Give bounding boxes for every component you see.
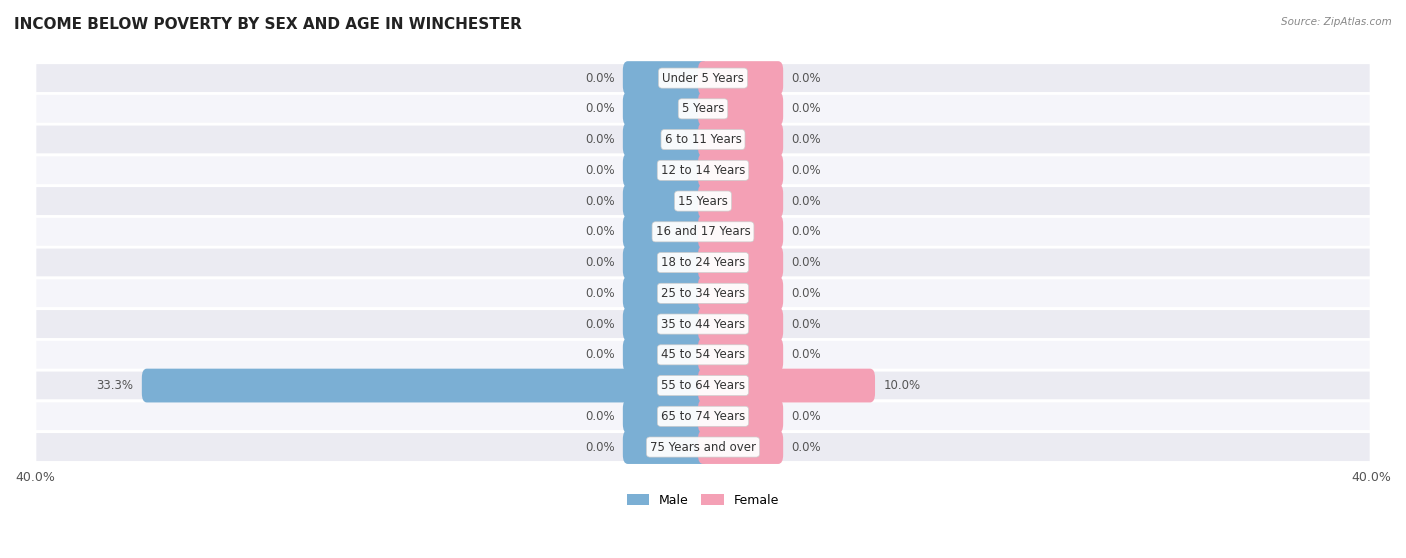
Text: 15 Years: 15 Years — [678, 195, 728, 208]
FancyBboxPatch shape — [35, 401, 1371, 432]
Text: 0.0%: 0.0% — [585, 71, 614, 85]
Text: 25 to 34 Years: 25 to 34 Years — [661, 287, 745, 300]
Text: 0.0%: 0.0% — [585, 164, 614, 177]
FancyBboxPatch shape — [697, 338, 783, 372]
FancyBboxPatch shape — [697, 215, 783, 249]
Text: 0.0%: 0.0% — [792, 195, 821, 208]
Text: 10.0%: 10.0% — [883, 379, 921, 392]
FancyBboxPatch shape — [623, 61, 709, 95]
Text: 0.0%: 0.0% — [792, 164, 821, 177]
Text: 33.3%: 33.3% — [97, 379, 134, 392]
Text: 0.0%: 0.0% — [792, 102, 821, 116]
FancyBboxPatch shape — [623, 400, 709, 433]
Text: 0.0%: 0.0% — [585, 256, 614, 269]
FancyBboxPatch shape — [623, 215, 709, 249]
Text: 0.0%: 0.0% — [585, 102, 614, 116]
FancyBboxPatch shape — [35, 93, 1371, 124]
Text: 0.0%: 0.0% — [792, 256, 821, 269]
Text: 0.0%: 0.0% — [585, 287, 614, 300]
FancyBboxPatch shape — [697, 92, 783, 126]
Text: INCOME BELOW POVERTY BY SEX AND AGE IN WINCHESTER: INCOME BELOW POVERTY BY SEX AND AGE IN W… — [14, 17, 522, 32]
Text: 65 to 74 Years: 65 to 74 Years — [661, 410, 745, 423]
FancyBboxPatch shape — [697, 184, 783, 218]
Text: 0.0%: 0.0% — [792, 71, 821, 85]
FancyBboxPatch shape — [697, 307, 783, 341]
FancyBboxPatch shape — [35, 186, 1371, 217]
FancyBboxPatch shape — [35, 62, 1371, 93]
Legend: Male, Female: Male, Female — [621, 489, 785, 512]
Text: 0.0%: 0.0% — [792, 133, 821, 146]
Text: 18 to 24 Years: 18 to 24 Years — [661, 256, 745, 269]
FancyBboxPatch shape — [623, 123, 709, 156]
FancyBboxPatch shape — [623, 184, 709, 218]
FancyBboxPatch shape — [623, 276, 709, 310]
FancyBboxPatch shape — [623, 92, 709, 126]
Text: 0.0%: 0.0% — [585, 348, 614, 362]
Text: 16 and 17 Years: 16 and 17 Years — [655, 225, 751, 238]
Text: 0.0%: 0.0% — [585, 133, 614, 146]
FancyBboxPatch shape — [35, 155, 1371, 186]
Text: 0.0%: 0.0% — [792, 225, 821, 238]
FancyBboxPatch shape — [623, 246, 709, 280]
FancyBboxPatch shape — [35, 339, 1371, 370]
FancyBboxPatch shape — [35, 309, 1371, 339]
FancyBboxPatch shape — [697, 61, 783, 95]
FancyBboxPatch shape — [35, 217, 1371, 247]
Text: 55 to 64 Years: 55 to 64 Years — [661, 379, 745, 392]
Text: Source: ZipAtlas.com: Source: ZipAtlas.com — [1281, 17, 1392, 27]
Text: 0.0%: 0.0% — [585, 195, 614, 208]
Text: 45 to 54 Years: 45 to 54 Years — [661, 348, 745, 362]
FancyBboxPatch shape — [35, 278, 1371, 309]
FancyBboxPatch shape — [697, 153, 783, 187]
FancyBboxPatch shape — [623, 430, 709, 464]
Text: 12 to 14 Years: 12 to 14 Years — [661, 164, 745, 177]
Text: 35 to 44 Years: 35 to 44 Years — [661, 318, 745, 330]
Text: 75 Years and over: 75 Years and over — [650, 441, 756, 454]
Text: 0.0%: 0.0% — [585, 318, 614, 330]
FancyBboxPatch shape — [697, 123, 783, 156]
Text: 5 Years: 5 Years — [682, 102, 724, 116]
FancyBboxPatch shape — [35, 432, 1371, 463]
Text: 0.0%: 0.0% — [585, 441, 614, 454]
FancyBboxPatch shape — [142, 369, 709, 402]
FancyBboxPatch shape — [623, 307, 709, 341]
Text: 0.0%: 0.0% — [585, 410, 614, 423]
FancyBboxPatch shape — [697, 276, 783, 310]
FancyBboxPatch shape — [35, 124, 1371, 155]
FancyBboxPatch shape — [35, 370, 1371, 401]
FancyBboxPatch shape — [35, 247, 1371, 278]
FancyBboxPatch shape — [697, 400, 783, 433]
FancyBboxPatch shape — [697, 430, 783, 464]
FancyBboxPatch shape — [623, 153, 709, 187]
Text: 6 to 11 Years: 6 to 11 Years — [665, 133, 741, 146]
FancyBboxPatch shape — [623, 338, 709, 372]
Text: 0.0%: 0.0% — [792, 348, 821, 362]
Text: 0.0%: 0.0% — [792, 441, 821, 454]
Text: 0.0%: 0.0% — [792, 410, 821, 423]
Text: 0.0%: 0.0% — [792, 287, 821, 300]
Text: 0.0%: 0.0% — [585, 225, 614, 238]
FancyBboxPatch shape — [697, 246, 783, 280]
Text: 0.0%: 0.0% — [792, 318, 821, 330]
FancyBboxPatch shape — [697, 369, 875, 402]
Text: Under 5 Years: Under 5 Years — [662, 71, 744, 85]
